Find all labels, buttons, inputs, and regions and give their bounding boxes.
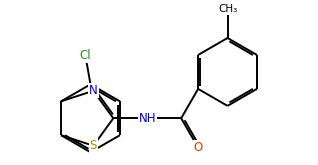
Text: S: S <box>90 139 97 152</box>
Text: O: O <box>194 141 203 154</box>
Text: NH: NH <box>139 112 156 125</box>
Text: Cl: Cl <box>80 50 91 62</box>
Text: CH₃: CH₃ <box>218 4 237 14</box>
Text: N: N <box>89 84 98 97</box>
